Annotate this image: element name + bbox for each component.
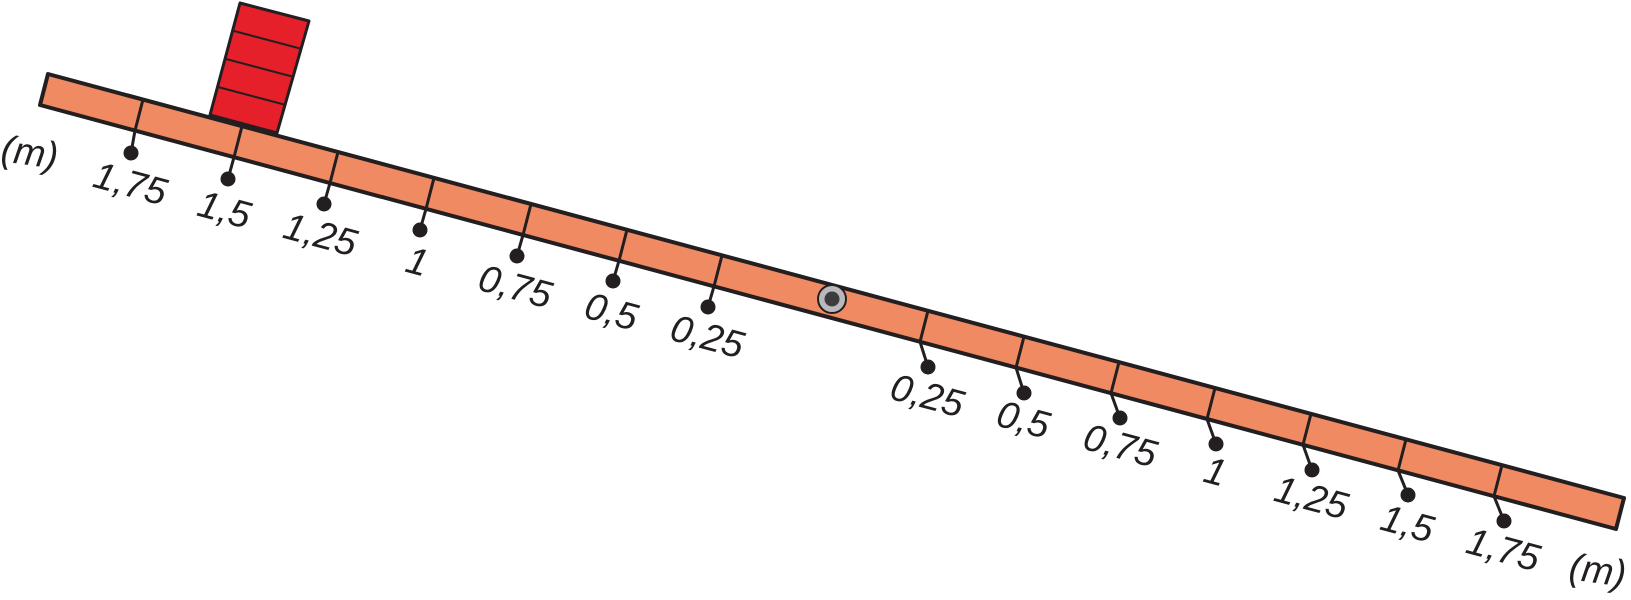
distance-label: 0,75 — [474, 258, 557, 318]
distance-label: 1,75 — [89, 155, 172, 215]
hook-point — [123, 145, 139, 161]
beam-graduation-line — [1205, 387, 1217, 420]
weight-divider — [225, 58, 295, 78]
distance-label: 0,5 — [580, 285, 643, 339]
distance-label: 0,5 — [992, 393, 1055, 447]
hook-point — [1112, 410, 1128, 426]
beam-graduation-line — [918, 310, 930, 343]
unit-label-right: (m) — [1567, 546, 1629, 596]
weight-divider — [217, 86, 287, 106]
distance-label: 0,25 — [886, 367, 969, 427]
beam-graduation-line — [1014, 336, 1026, 368]
hook-point — [1304, 462, 1320, 478]
beam-graduation-line — [424, 177, 436, 210]
hook-point — [605, 273, 621, 289]
beam-graduation-line — [232, 125, 244, 158]
beam-graduation-line — [1109, 361, 1121, 394]
distance-label: 0,25 — [666, 308, 749, 368]
hook-point — [700, 299, 716, 315]
hook-point — [316, 196, 332, 212]
distance-label: 1,5 — [1376, 497, 1439, 551]
hook-points — [123, 130, 1512, 529]
hook-point — [412, 222, 428, 238]
distance-label: 1,75 — [1462, 521, 1545, 581]
hook-point — [920, 359, 936, 375]
hook-point — [1400, 487, 1416, 503]
distance-label: 1 — [1199, 449, 1230, 495]
beam-graduation-line — [1301, 413, 1313, 446]
distance-label: 1,25 — [279, 206, 362, 266]
hook-point — [220, 171, 236, 187]
beam-graduation-line — [1396, 438, 1408, 471]
weight-divider — [233, 30, 303, 50]
beam-graduation-line — [617, 229, 629, 262]
beam-graduation-line — [521, 203, 533, 236]
beam-graduation-line — [328, 151, 340, 184]
hook-point — [1016, 385, 1032, 401]
distance-label: 1 — [401, 239, 432, 285]
hook-point — [509, 248, 525, 264]
unit-label-left: (m) — [0, 128, 61, 178]
pivot-center — [824, 291, 840, 307]
hook-point — [1208, 436, 1224, 452]
beam-graduation-line — [133, 99, 145, 131]
distance-label: 1,5 — [193, 183, 256, 237]
beam-graduation-line — [712, 254, 724, 287]
pivot — [817, 284, 847, 314]
weight-stack — [208, 1, 311, 135]
distance-label: 1,25 — [1270, 469, 1353, 529]
beam-graduation-line — [1492, 464, 1504, 497]
distance-label: 0,75 — [1079, 417, 1162, 477]
hook-point — [1496, 513, 1512, 529]
beam-graduations — [133, 99, 1504, 497]
